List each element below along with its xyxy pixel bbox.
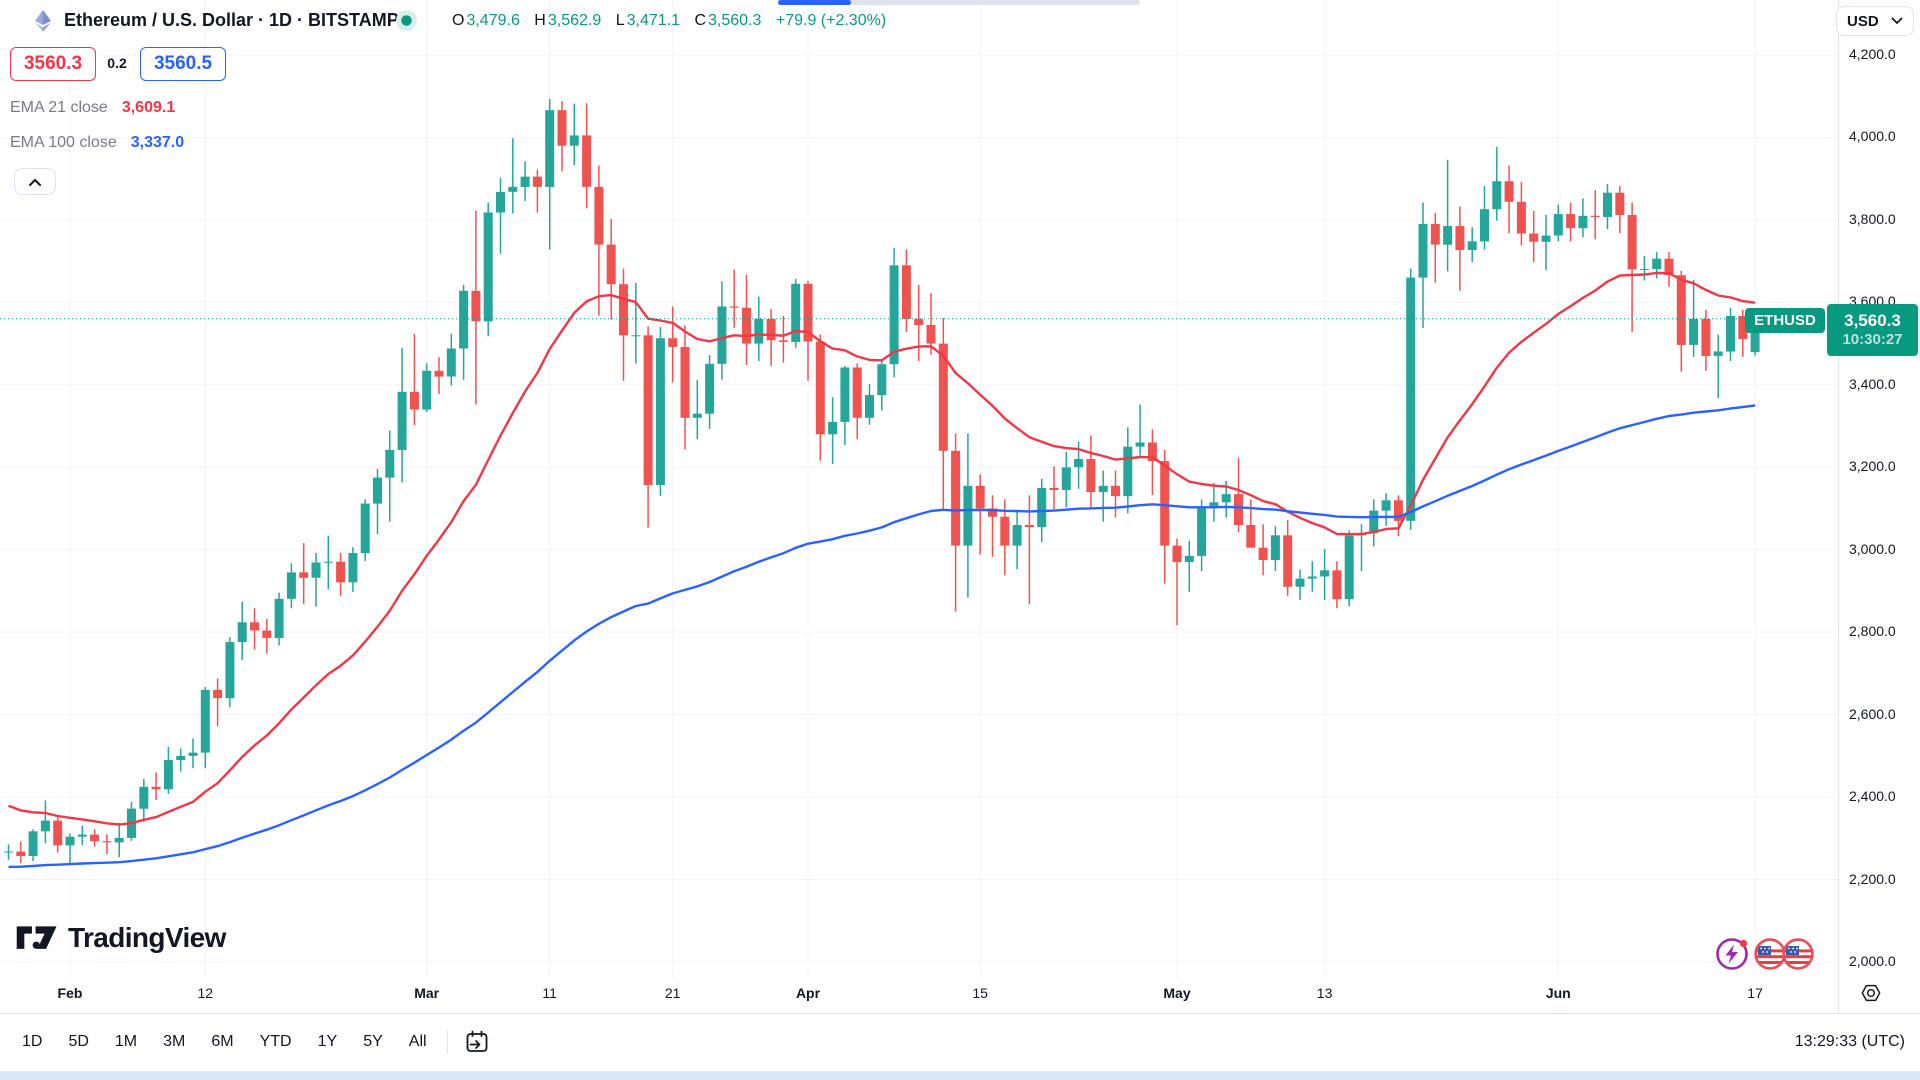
bar-countdown: 10:30:27 <box>1842 331 1903 349</box>
range-button-3m[interactable]: 3M <box>163 1033 186 1050</box>
candlestick-series <box>4 99 1760 864</box>
time-tick-label: May <box>1163 985 1191 1001</box>
ema-100-value: 3,337.0 <box>130 134 185 151</box>
time-tick-label: 15 <box>972 985 988 1001</box>
low-label: L <box>615 12 625 29</box>
change-value: +79.9 (+2.30%) <box>775 12 887 29</box>
bid-value: 3560.3 <box>23 53 83 74</box>
price-tick-label: 3,000.0 <box>1849 540 1896 557</box>
time-tick-label: Feb <box>57 985 83 1001</box>
price-tick-label: 2,200.0 <box>1849 870 1896 887</box>
ema-100-line[interactable] <box>8 404 1756 869</box>
range-button-ytd[interactable]: YTD <box>259 1033 292 1050</box>
bottom-scrollbar[interactable] <box>0 1071 1920 1080</box>
calendar-icon <box>466 1030 487 1052</box>
last-price-value: 3,560.3 <box>1844 311 1901 330</box>
time-tick-label: Jun <box>1545 985 1571 1001</box>
price-tick-label: 3,800.0 <box>1849 210 1896 227</box>
ema-21-label: EMA 21 close <box>10 99 108 116</box>
top-scrollbar[interactable] <box>778 0 1140 5</box>
chevron-down-icon <box>1891 17 1903 24</box>
time-tick-label: 17 <box>1747 985 1763 1001</box>
spread-value: 0.2 <box>107 55 127 71</box>
range-button-1d[interactable]: 1D <box>22 1033 43 1050</box>
range-button-1y[interactable]: 1Y <box>317 1033 338 1050</box>
price-axis-separator <box>1838 0 1839 1013</box>
ema-21-line[interactable] <box>8 271 1756 826</box>
high-value: 3,562.9 <box>547 12 602 29</box>
time-axis-separator <box>0 1013 1920 1014</box>
price-tick-label: 2,800.0 <box>1849 623 1896 640</box>
price-axis[interactable]: 4,200.0 4,000.0 3,800.0 3,600.0 3,400.0 3,200… <box>1839 0 1920 1013</box>
range-button-5d[interactable]: 5D <box>68 1033 89 1050</box>
range-selector: 1D 5D 1M 3M 6M YTD 1Y 5Y All <box>22 1033 427 1051</box>
close-value: 3,560.3 <box>708 12 762 29</box>
bottom-toolbar: 1D 5D 1M 3M 6M YTD 1Y 5Y All 13:29:33 (UTC) <box>0 1014 1920 1070</box>
top-scrollbar-thumb[interactable] <box>778 0 851 5</box>
lightning-idea-icon[interactable] <box>1714 935 1751 972</box>
open-label: O <box>452 12 465 29</box>
collapse-legend-button[interactable] <box>14 168 56 195</box>
time-tick-label: Apr <box>795 985 821 1001</box>
ask-value: 3560.5 <box>153 53 213 74</box>
time-tick-label: 11 <box>542 985 557 1001</box>
time-tick-label: 12 <box>197 985 214 1001</box>
market-status-icon[interactable] <box>395 9 418 32</box>
price-tick-label: 4,200.0 <box>1849 46 1896 62</box>
range-button-all[interactable]: All <box>408 1033 427 1050</box>
go-to-date-button[interactable] <box>464 1029 490 1055</box>
price-tick-label: 3,400.0 <box>1849 375 1896 392</box>
us-flag-icon[interactable] <box>1753 937 1787 971</box>
ethereum-icon <box>35 10 51 32</box>
tradingview-logo[interactable]: TradingView <box>16 922 226 954</box>
ema-21-value: 3,609.1 <box>121 99 176 116</box>
ohlc-values: O 3,479.6 H 3,562.9 L 3,471.1 C 3,560.3 +79.… <box>452 12 886 30</box>
time-tick-label: 21 <box>664 985 681 1001</box>
currency-dropdown[interactable]: USD <box>1836 6 1914 36</box>
toolbar-divider <box>446 1030 448 1054</box>
range-button-5y[interactable]: 5Y <box>363 1033 383 1050</box>
low-value: 3,471.1 <box>626 12 680 29</box>
price-tick-label: 2,000.0 <box>1849 953 1896 969</box>
ema-100-legend[interactable]: EMA 100 close 3,337.0 <box>10 132 184 154</box>
clock: 13:29:33 (UTC) <box>1794 1033 1905 1050</box>
chevron-up-icon <box>29 178 41 186</box>
last-price-label: 3,560.3 10:30:27 <box>1827 304 1918 356</box>
ema-21-legend[interactable]: EMA 21 close 3,609.1 <box>10 97 175 119</box>
price-tick-label: 3,200.0 <box>1849 458 1896 475</box>
gridlines <box>0 0 1838 978</box>
range-button-6m[interactable]: 6M <box>211 1033 234 1050</box>
symbol-label: ETHUSD <box>1754 312 1816 329</box>
symbol-price-flag: ETHUSD <box>1745 308 1825 333</box>
price-chart-canvas[interactable] <box>0 0 1838 1013</box>
buy-price-button[interactable]: 3560.5 <box>140 47 226 81</box>
time-axis[interactable]: Feb 12 Mar 11 21 Apr 15 May 13 Jun 17 <box>0 976 1838 1013</box>
sell-price-button[interactable]: 3560.3 <box>10 47 96 81</box>
us-flag-icon[interactable] <box>1781 937 1815 971</box>
settings-gear-icon[interactable] <box>1860 982 1882 1004</box>
price-tick-label: 4,000.0 <box>1849 128 1896 145</box>
ema-100-label: EMA 100 close <box>10 134 117 151</box>
open-value: 3,479.6 <box>466 12 520 29</box>
time-tick-label: 13 <box>1316 985 1333 1001</box>
price-tick-label: 2,400.0 <box>1849 788 1896 805</box>
tradingview-wordmark: TradingView <box>68 922 226 953</box>
price-tick-label: 2,600.0 <box>1849 705 1896 722</box>
symbol-title[interactable]: Ethereum / U.S. Dollar · 1D · BITSTAMP <box>64 10 399 30</box>
range-button-1m[interactable]: 1M <box>114 1033 138 1050</box>
tradingview-logyph-icon <box>16 926 57 949</box>
time-tick-label: Mar <box>414 985 440 1001</box>
high-label: H <box>534 12 546 29</box>
close-label: C <box>694 12 707 29</box>
currency-value: USD <box>1847 12 1879 30</box>
